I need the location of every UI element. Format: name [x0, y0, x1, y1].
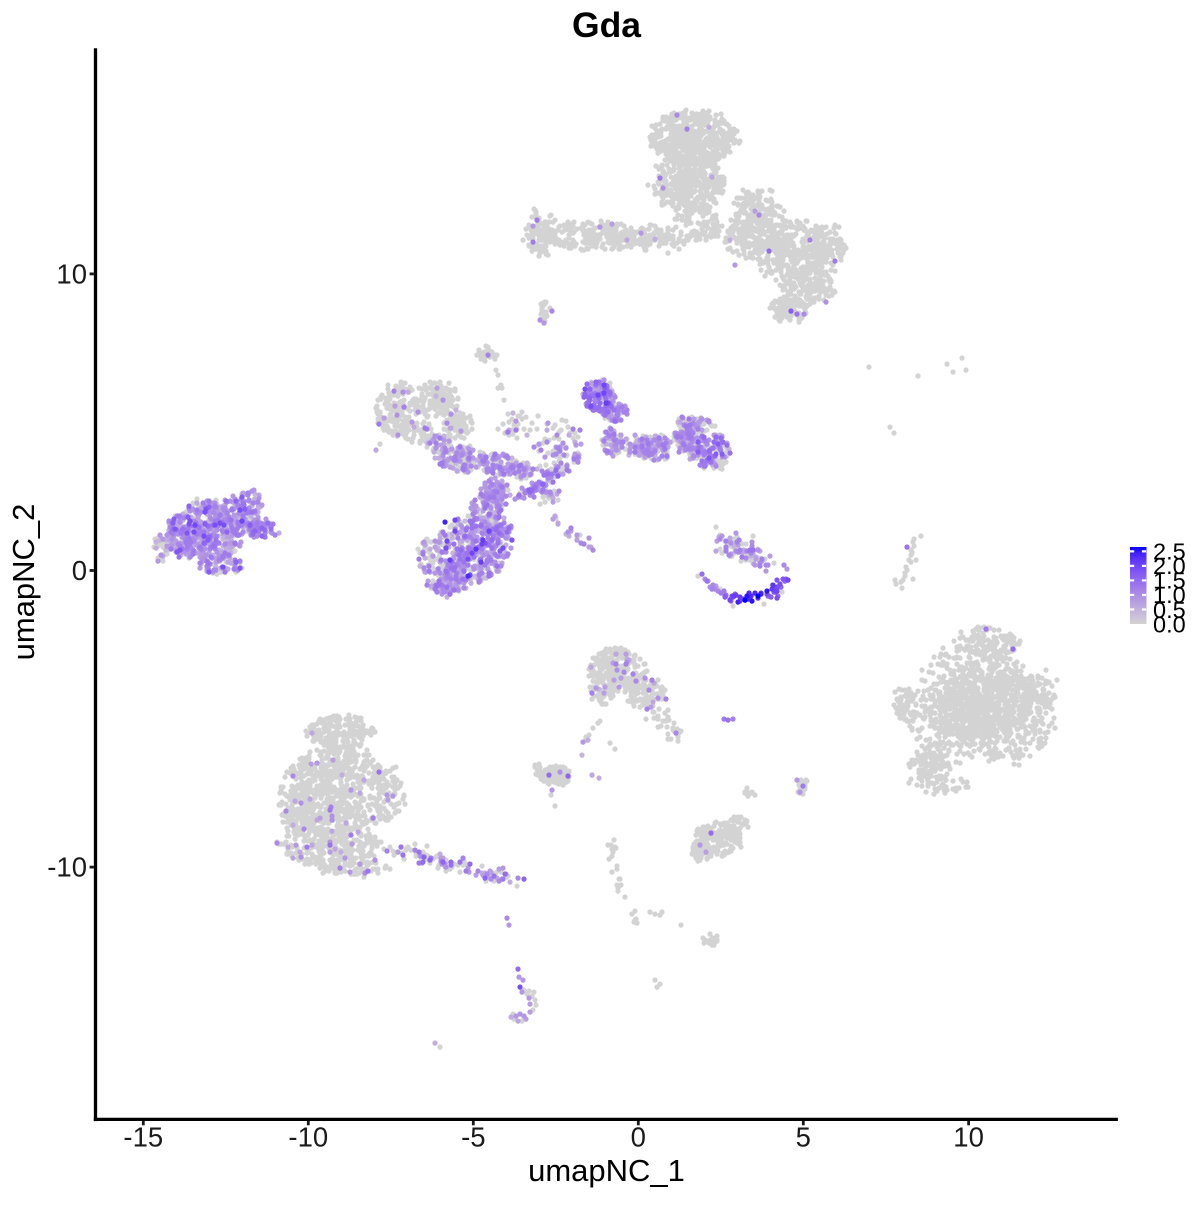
- svg-text:5: 5: [796, 1122, 811, 1153]
- svg-text:-10: -10: [288, 1122, 328, 1153]
- svg-text:0: 0: [631, 1122, 646, 1153]
- svg-text:-15: -15: [123, 1122, 163, 1153]
- svg-text:0.5: 0.5: [1153, 597, 1186, 623]
- svg-text:10: 10: [953, 1122, 984, 1153]
- svg-text:umapNC_1: umapNC_1: [528, 1153, 685, 1188]
- svg-text:0: 0: [72, 555, 87, 586]
- svg-text:2.0: 2.0: [1153, 553, 1186, 579]
- svg-text:2.5: 2.5: [1153, 539, 1186, 565]
- svg-text:Gda: Gda: [572, 5, 641, 45]
- svg-text:umapNC_2: umapNC_2: [6, 504, 41, 661]
- svg-text:-5: -5: [461, 1122, 485, 1153]
- svg-text:0.0: 0.0: [1153, 611, 1186, 637]
- svg-text:-10: -10: [47, 852, 87, 883]
- svg-text:10: 10: [56, 259, 87, 290]
- svg-text:1.5: 1.5: [1153, 568, 1186, 594]
- svg-text:1.0: 1.0: [1153, 582, 1186, 608]
